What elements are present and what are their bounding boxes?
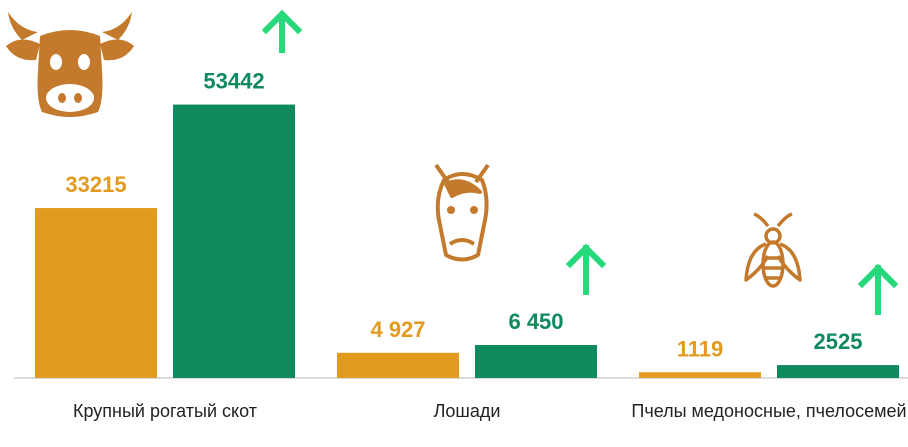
value-label: 53442 <box>203 69 264 94</box>
x-tick-label: Крупный рогатый скот <box>73 401 257 421</box>
value-label: 6 450 <box>508 309 563 334</box>
cow-icon <box>6 12 134 117</box>
x-tick-label: Лошади <box>433 401 501 421</box>
bar <box>639 372 761 378</box>
bar <box>173 104 295 378</box>
bar <box>35 208 157 378</box>
value-label: 4 927 <box>370 317 425 342</box>
bar <box>475 344 597 378</box>
bee-icon <box>744 212 802 288</box>
bar <box>337 352 459 378</box>
bar <box>777 365 899 378</box>
horse-icon <box>434 163 490 262</box>
up-arrow <box>261 9 899 315</box>
x-tick-label: Пчелы медоносные, пчелосемей <box>631 401 907 421</box>
value-label: 1119 <box>677 336 724 361</box>
value-label: 33215 <box>65 172 126 197</box>
value-label: 2525 <box>814 329 863 354</box>
